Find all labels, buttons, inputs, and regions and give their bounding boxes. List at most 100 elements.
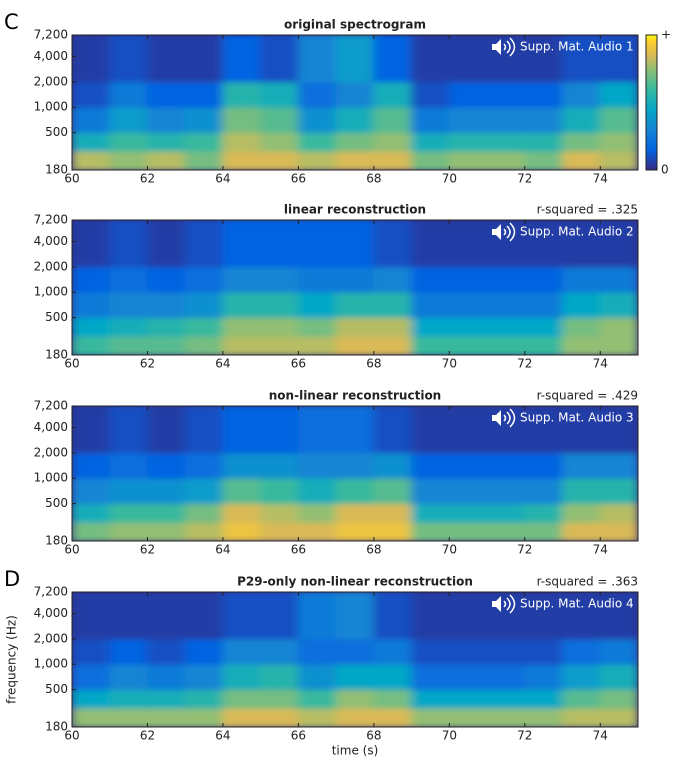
x-tick-label: 68 bbox=[366, 729, 381, 743]
x-tick-label: 64 bbox=[215, 729, 230, 743]
x-tick-label: 62 bbox=[140, 172, 155, 186]
y-tick-label: 1,000 bbox=[34, 100, 68, 114]
cell bbox=[599, 317, 638, 337]
cell bbox=[222, 335, 262, 355]
cell bbox=[260, 317, 299, 337]
cell bbox=[109, 521, 148, 541]
y-tick-label: 2,000 bbox=[34, 74, 68, 88]
heatmap bbox=[72, 35, 638, 170]
cell bbox=[109, 592, 148, 640]
cell bbox=[373, 452, 413, 479]
panel-title: non-linear reconstruction bbox=[269, 389, 441, 403]
panel-letter: D bbox=[4, 567, 20, 591]
cell bbox=[486, 335, 526, 355]
cell bbox=[72, 266, 111, 293]
cell bbox=[72, 689, 111, 709]
speaker-waves bbox=[503, 594, 516, 614]
cell bbox=[562, 452, 601, 479]
cell bbox=[524, 266, 564, 293]
cell bbox=[448, 132, 488, 152]
cell bbox=[297, 592, 337, 640]
audio-link[interactable]: Supp. Mat. Audio 1 bbox=[520, 40, 634, 54]
x-tick-label: 70 bbox=[442, 357, 457, 371]
cell bbox=[373, 106, 413, 134]
heatmap-cells bbox=[72, 220, 638, 355]
cell bbox=[599, 150, 638, 170]
cell bbox=[109, 452, 148, 479]
x-tick-label: 72 bbox=[517, 729, 532, 743]
cell bbox=[373, 477, 413, 505]
cell bbox=[599, 406, 638, 454]
cell bbox=[109, 266, 148, 293]
x-tick-label: 68 bbox=[366, 543, 381, 557]
cell bbox=[222, 220, 262, 268]
r-squared: r-squared = .429 bbox=[537, 389, 638, 403]
cell bbox=[599, 707, 638, 727]
heatmap-cells bbox=[72, 406, 638, 541]
heatmap-cells bbox=[72, 35, 638, 170]
cell bbox=[109, 291, 148, 319]
cell bbox=[562, 317, 601, 337]
cell bbox=[335, 81, 375, 108]
y-tick-label: 2,000 bbox=[34, 445, 68, 459]
y-axis-label: frequency (Hz) bbox=[5, 615, 19, 704]
cell bbox=[297, 477, 337, 505]
cell bbox=[448, 317, 488, 337]
cell bbox=[297, 638, 337, 665]
y-tick-label: 2,000 bbox=[34, 631, 68, 645]
cell bbox=[335, 638, 375, 665]
cell bbox=[486, 81, 526, 108]
cell bbox=[297, 35, 337, 83]
cell bbox=[486, 452, 526, 479]
cell bbox=[486, 663, 526, 691]
y-tick-label: 4,000 bbox=[34, 606, 68, 620]
cell bbox=[260, 452, 299, 479]
audio-link[interactable]: Supp. Mat. Audio 2 bbox=[520, 225, 634, 239]
cell bbox=[184, 592, 224, 640]
cell bbox=[373, 150, 413, 170]
x-tick-label: 72 bbox=[517, 543, 532, 557]
cell bbox=[222, 132, 262, 152]
cell bbox=[146, 291, 186, 319]
cell bbox=[222, 638, 262, 665]
cell bbox=[72, 335, 111, 355]
cell bbox=[146, 663, 186, 691]
cell bbox=[524, 317, 564, 337]
audio-link[interactable]: Supp. Mat. Audio 4 bbox=[520, 597, 634, 611]
cell bbox=[486, 406, 526, 454]
y-tick-label: 500 bbox=[45, 125, 68, 139]
cell bbox=[524, 707, 564, 727]
y-tick-label: 500 bbox=[45, 310, 68, 324]
cell bbox=[297, 132, 337, 152]
cell bbox=[562, 663, 601, 691]
audio-link[interactable]: Supp. Mat. Audio 3 bbox=[520, 411, 634, 425]
speaker-waves bbox=[503, 408, 516, 428]
cell bbox=[373, 81, 413, 108]
cell bbox=[373, 220, 413, 268]
cell bbox=[184, 291, 224, 319]
plot-frame bbox=[71, 405, 639, 542]
cell bbox=[72, 503, 111, 523]
cell bbox=[524, 132, 564, 152]
x-tick-label: 72 bbox=[517, 172, 532, 186]
y-tick-label: 7,200 bbox=[34, 399, 68, 413]
cell bbox=[599, 106, 638, 134]
y-tick-label: 1,000 bbox=[34, 285, 68, 299]
plot-frame bbox=[71, 34, 639, 171]
cell bbox=[486, 638, 526, 665]
colorbar-label: + bbox=[661, 28, 671, 42]
cell bbox=[373, 132, 413, 152]
x-tick-label: 62 bbox=[140, 543, 155, 557]
cell bbox=[184, 406, 224, 454]
cell bbox=[260, 707, 299, 727]
cell bbox=[486, 689, 526, 709]
cell bbox=[335, 220, 375, 268]
cell bbox=[373, 406, 413, 454]
x-tick-label: 70 bbox=[442, 729, 457, 743]
cell bbox=[562, 266, 601, 293]
cell bbox=[222, 406, 262, 454]
cell bbox=[524, 106, 564, 134]
cell bbox=[599, 689, 638, 709]
cell bbox=[373, 266, 413, 293]
cell bbox=[109, 406, 148, 454]
